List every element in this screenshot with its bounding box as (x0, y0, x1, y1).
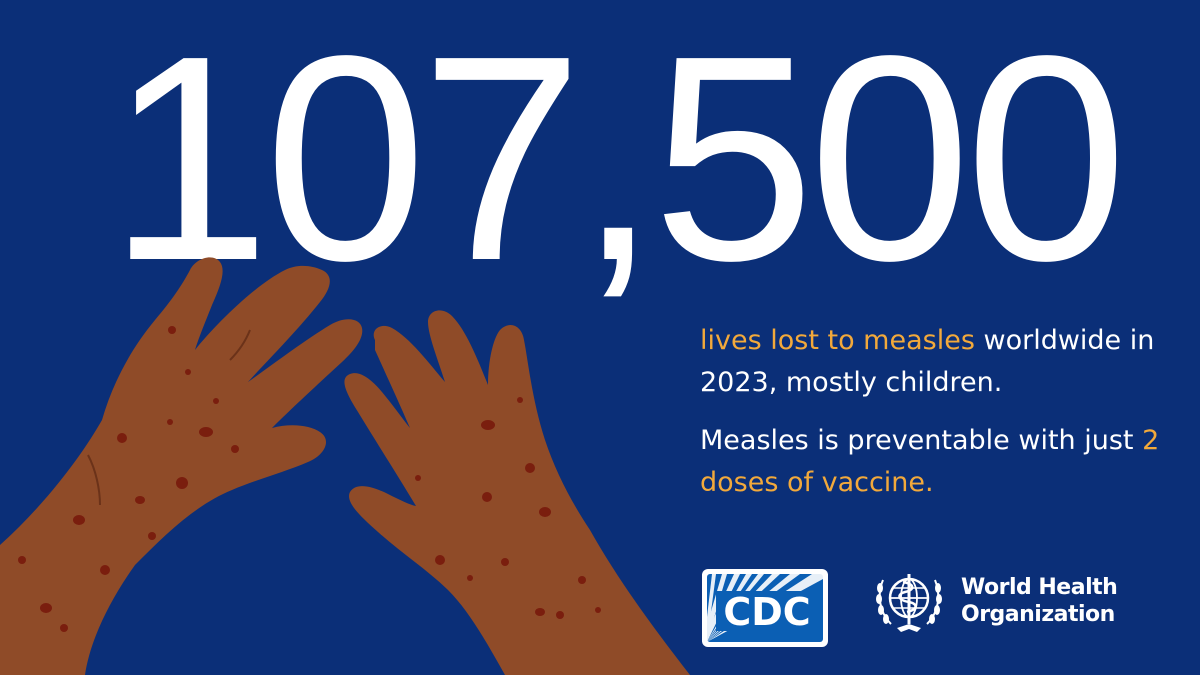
prevention-caption: Measles is preventable with just 2 doses… (700, 420, 1180, 504)
statistic-caption-rest: worldwide in 2023, mostly children. (700, 325, 1155, 398)
right-hand-shape (344, 310, 690, 675)
who-wordmark: World Health Organization (961, 574, 1118, 628)
left-rash-spots (18, 326, 239, 632)
headline-number: 107,500 (108, 0, 1128, 321)
left-hand-with-rash (0, 257, 363, 675)
lives-lost-highlight: lives lost to measles (700, 325, 975, 356)
message-block: lives lost to measles worldwide in 2023,… (700, 320, 1180, 504)
cdc-logo: CDC (702, 569, 828, 647)
right-hand-with-rash (344, 310, 690, 675)
left-knuckle-line (229, 329, 251, 361)
who-wordmark-line2: Organization (961, 602, 1115, 627)
who-emblem-icon (876, 574, 942, 632)
left-hand-shape (0, 257, 363, 675)
who-logo: World Health Organization (873, 566, 1193, 636)
vaccine-doses-highlight: 2 doses of vaccine. (700, 425, 1160, 498)
left-wrist-line (87, 454, 101, 506)
prevention-caption-start: Measles is preventable with just (700, 425, 1143, 456)
cdc-logo-text: CDC (723, 590, 810, 634)
right-rash-spots (415, 397, 601, 619)
who-wordmark-line1: World Health (961, 575, 1118, 600)
statistic-caption: lives lost to measles worldwide in 2023,… (700, 320, 1180, 404)
